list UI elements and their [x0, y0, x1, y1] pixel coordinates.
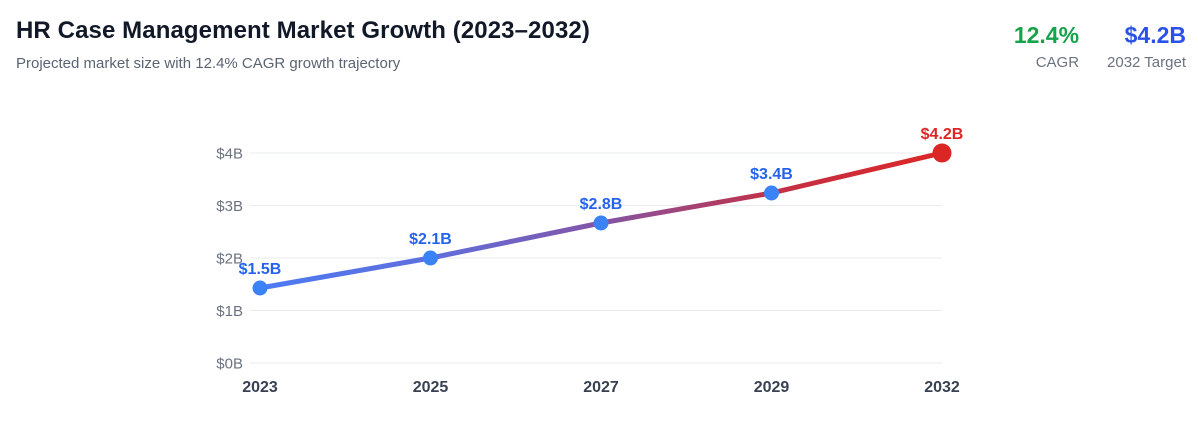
data-point[interactable]: [764, 185, 779, 201]
y-tick-label: $3B: [216, 198, 243, 215]
stat-value: $4.2B: [1124, 22, 1186, 48]
page-subtitle: Projected market size with 12.4% CAGR gr…: [16, 55, 401, 72]
x-tick-label: 2029: [754, 379, 790, 396]
stat-2032-target: $4.2B 2032 Target: [1107, 22, 1186, 71]
x-tick-label: 2032: [924, 379, 960, 396]
stat-cagr: 12.4% CAGR: [1014, 22, 1079, 71]
data-point[interactable]: [593, 215, 609, 231]
data-point[interactable]: [252, 280, 268, 296]
header-stats: 12.4% CAGR $4.2B 2032 Target: [1014, 22, 1186, 71]
x-tick-label: 2023: [242, 379, 278, 396]
y-tick-label: $2B: [216, 251, 243, 268]
data-point-label: $3.4B: [750, 166, 793, 183]
data-point[interactable]: [423, 250, 438, 266]
x-tick-label: 2025: [413, 379, 449, 396]
data-point-label: $2.1B: [409, 231, 452, 248]
stat-label: CAGR: [1035, 54, 1080, 71]
data-point-label: $1.5B: [239, 261, 282, 278]
chart-area: $0B $1B $2B $3B $4B 2023 2025 2027 2029 2032 $1.5B…: [0, 100, 1198, 410]
data-point[interactable]: [932, 143, 952, 163]
chart-header: HR Case Management Market Growth (2023–2…: [16, 16, 590, 72]
x-tick-label: 2027: [583, 379, 619, 396]
y-tick-label: $0B: [216, 356, 243, 373]
stat-label: 2032 Target: [1107, 54, 1186, 71]
y-tick-label: $4B: [216, 146, 243, 163]
data-point-label: $2.8B: [580, 196, 623, 213]
stat-value: 12.4%: [1013, 22, 1080, 48]
growth-chart-svg: $0B $1B $2B $3B $4B 2023 2025 2027 2029 2032 $1.5B…: [216, 126, 964, 396]
page-title: HR Case Management Market Growth (2023–2…: [16, 17, 590, 44]
data-point-label: $4.2B: [921, 126, 964, 143]
y-tick-label: $1B: [216, 303, 243, 320]
